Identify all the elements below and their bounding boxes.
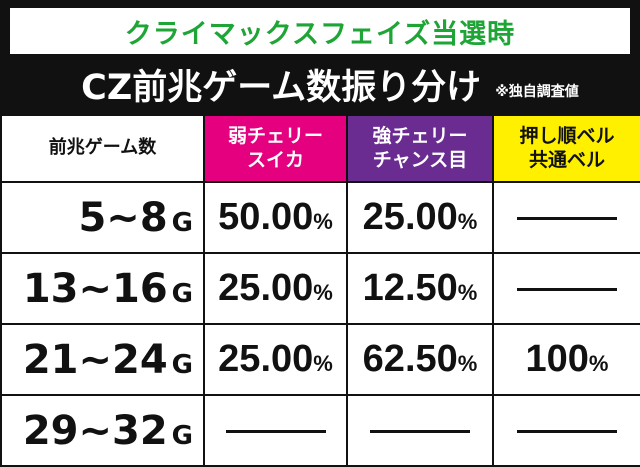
value-cell: 25.00% [203, 252, 348, 325]
value-cell: 25.00% [346, 181, 494, 254]
percent-sign: % [313, 280, 333, 305]
no-value-dash [225, 430, 326, 433]
value-cell [492, 394, 640, 467]
header-row: 前兆ゲーム数 弱チェリー スイカ 強チェリー チャンス目 押し順ベル 共通ベル [0, 114, 640, 183]
header-game-count: 前兆ゲーム数 [0, 114, 205, 183]
distribution-table: 前兆ゲーム数 弱チェリー スイカ 強チェリー チャンス目 押し順ベル 共通ベル … [0, 114, 640, 467]
game-range: 13~16 [22, 265, 168, 312]
percent-value: 25.00 [218, 338, 314, 380]
percent-sign: % [313, 351, 333, 376]
percent-value: 25.00 [218, 267, 314, 309]
game-range: 21~24 [22, 336, 168, 383]
no-value-dash [517, 217, 617, 220]
game-unit: G [171, 349, 193, 380]
row-label: 21~24 G [0, 323, 205, 396]
no-value-dash [517, 430, 617, 433]
row-label: 29~32 G [0, 394, 205, 467]
header-bell: 押し順ベル 共通ベル [492, 114, 640, 183]
header-line: チャンス目 [372, 148, 468, 171]
value-cell [203, 394, 348, 467]
row-label: 5~8 G [0, 181, 205, 254]
percent-sign: % [457, 209, 478, 234]
game-unit: G [171, 207, 193, 238]
percent-sign: % [457, 280, 478, 305]
percent-value: 62.50 [362, 338, 458, 380]
no-value-dash [517, 288, 617, 291]
title-text: CZ前兆ゲーム数振り分け [81, 67, 482, 108]
value-cell: 12.50% [346, 252, 494, 325]
percent-value: 50.00 [218, 196, 314, 238]
header-weak-cherry: 弱チェリー スイカ [203, 114, 348, 183]
row-label: 13~16 G [0, 252, 205, 325]
table-row: 5~8 G 50.00% 25.00% [0, 181, 640, 254]
title-note: ※独自調査値 [495, 84, 579, 100]
header-line: 共通ベル [528, 148, 605, 171]
game-range: 5~8 [78, 194, 168, 241]
value-cell: 25.00% [203, 323, 348, 396]
value-cell [492, 181, 640, 254]
percent-sign: % [588, 351, 609, 376]
header-line: 押し順ベル [519, 124, 615, 147]
percent-value: 12.50 [362, 267, 458, 309]
percent-value: 25.00 [362, 196, 458, 238]
no-value-dash [370, 430, 470, 433]
header-line: スイカ [246, 148, 304, 171]
header-strong-cherry: 強チェリー チャンス目 [346, 114, 494, 183]
value-cell: 100% [492, 323, 640, 396]
value-cell: 62.50% [346, 323, 494, 396]
value-cell: 50.00% [203, 181, 348, 254]
main-title: CZ前兆ゲーム数振り分け ※独自調査値 [0, 56, 640, 112]
value-cell [346, 394, 494, 467]
table-row: 13~16 G 25.00% 12.50% [0, 252, 640, 325]
value-cell [492, 252, 640, 325]
table-row: 21~24 G 25.00% 62.50% 100% [0, 323, 640, 396]
table-row: 29~32 G [0, 394, 640, 467]
percent-sign: % [457, 351, 478, 376]
percent-sign: % [313, 209, 333, 234]
game-range: 29~32 [22, 407, 168, 454]
top-banner: クライマックスフェイズ当選時 [10, 8, 630, 54]
game-unit: G [171, 278, 193, 309]
game-unit: G [171, 420, 193, 451]
header-line: 弱チェリー [227, 124, 323, 147]
banner-text: クライマックスフェイズ当選時 [124, 18, 516, 50]
percent-value: 100 [525, 338, 589, 380]
header-line: 強チェリー [372, 124, 468, 147]
